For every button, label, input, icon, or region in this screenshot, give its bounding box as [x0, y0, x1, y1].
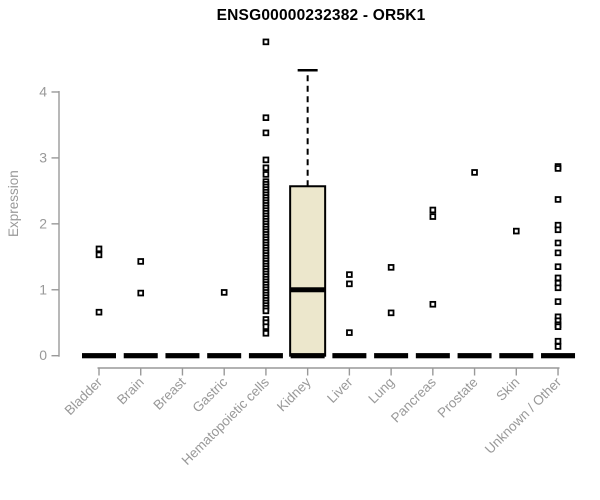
outlier-point	[262, 164, 270, 172]
x-category-label: Unknown / Other	[482, 374, 565, 457]
outlier-point	[262, 114, 270, 121]
y-tick-label: 2	[39, 215, 47, 231]
outlier-point	[346, 280, 353, 288]
zero-median-bar	[374, 353, 409, 359]
median-line	[290, 287, 326, 293]
y-tick-label: 0	[39, 347, 47, 363]
outlier-point	[262, 156, 270, 164]
outlier-point	[429, 300, 437, 308]
outlier-point	[554, 298, 562, 305]
zero-median-bar	[499, 353, 534, 359]
x-category-label: Kidney	[274, 374, 314, 414]
x-category-label: Brain	[114, 375, 147, 408]
y-tick-label: 4	[39, 83, 47, 99]
zero-median-bar	[457, 353, 492, 359]
zero-median-bar	[248, 353, 283, 359]
outlier-point	[262, 171, 270, 178]
outlier-point	[554, 274, 562, 282]
outlier-point	[262, 129, 270, 137]
outlier-point	[346, 329, 353, 336]
outlier-point	[262, 329, 270, 337]
x-category-label: Gastric	[189, 374, 230, 415]
outlier-point	[387, 264, 395, 271]
outlier-point	[137, 289, 145, 297]
zero-median-bar	[207, 353, 242, 359]
outlier-point	[95, 251, 103, 259]
zero-median-bar	[332, 353, 367, 359]
zero-median-bar	[82, 353, 116, 359]
outlier-point	[429, 213, 437, 220]
zero-median-bar	[415, 353, 450, 359]
y-tick-label: 3	[39, 149, 47, 165]
outlier-point	[137, 258, 145, 265]
x-category-label: Prostate	[435, 375, 481, 421]
outlier-point	[554, 263, 562, 270]
x-category-label: Lung	[365, 375, 397, 407]
outlier-point	[554, 343, 562, 350]
outlier-point	[554, 284, 562, 292]
zero-median-bar	[541, 353, 576, 359]
x-category-label: Pancreas	[388, 374, 439, 425]
outlier-point	[554, 239, 562, 247]
outlier-point	[262, 38, 270, 46]
outlier-point	[554, 165, 562, 172]
x-category-label: Breast	[150, 374, 188, 412]
chart-title: ENSG00000232382 - OR5K1	[216, 7, 426, 24]
outlier-point	[513, 227, 520, 235]
outlier-point	[95, 308, 103, 316]
outlier-point	[387, 309, 395, 317]
zero-median-bar	[290, 353, 325, 359]
outlier-point	[346, 271, 353, 278]
outlier-point	[554, 196, 562, 203]
outlier-point	[554, 337, 562, 345]
outlier-point	[554, 226, 562, 234]
x-category-label: Liver	[324, 374, 356, 406]
outlier-point	[95, 245, 103, 253]
outlier-point	[471, 169, 478, 176]
zero-median-bar	[123, 353, 158, 359]
zero-median-bar	[165, 353, 200, 359]
outlier-point	[554, 249, 562, 257]
outlier-point	[220, 289, 228, 296]
box	[289, 185, 327, 357]
y-tick-label: 1	[39, 281, 47, 297]
x-category-label: Bladder	[62, 374, 106, 418]
outlier-point	[262, 323, 270, 330]
outlier-point	[554, 323, 562, 330]
outlier-point	[429, 206, 437, 214]
x-category-label: Skin	[493, 375, 522, 404]
outlier-point	[262, 307, 270, 315]
